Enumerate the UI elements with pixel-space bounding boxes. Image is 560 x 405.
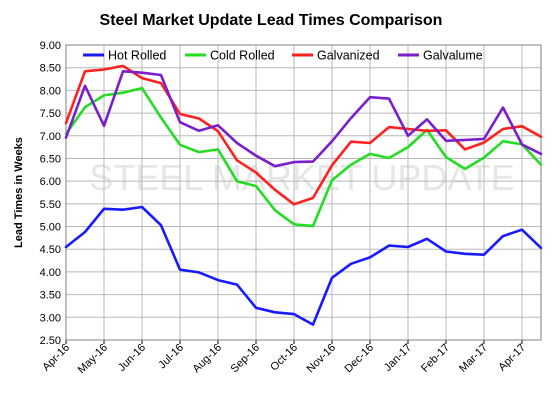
legend-label: Cold Rolled (210, 49, 275, 63)
y-tick-label: 8.00 (40, 85, 61, 97)
legend-label: Galvanized (317, 49, 380, 63)
y-tick-label: 9.00 (40, 40, 61, 52)
series-line-cold-rolled (64, 86, 543, 228)
plot-area: STEEL MARKET UPDATE 9.00 8.50 8.00 7.50 7.00 6… (13, 40, 543, 376)
y-axis-label: Lead Times in Weeks (13, 137, 25, 248)
x-tick-label: Jul-16 (156, 342, 186, 372)
y-tick-label: 4.00 (40, 267, 61, 279)
legend-label: Galvalume (423, 49, 483, 63)
chart-title: Steel Market Update Lead Times Compariso… (100, 12, 443, 29)
y-tick-label: 6.00 (40, 176, 61, 188)
y-tick-label: 4.50 (40, 244, 61, 256)
x-tick-label: Apr-17 (496, 342, 528, 374)
y-tick-label: 8.50 (40, 63, 61, 75)
y-tick-label: 3.50 (40, 290, 61, 302)
x-tick-label: Oct-16 (268, 342, 300, 374)
series-line-galvanized (64, 64, 543, 206)
x-tick-label: Jun-16 (116, 342, 148, 374)
watermark-text: STEEL MARKET UPDATE (89, 157, 514, 198)
y-tick-label: 6.50 (40, 153, 61, 165)
y-tick-label: 3.00 (40, 312, 61, 324)
x-tick-label: Mar-17 (457, 342, 490, 375)
x-tick-label: Feb-17 (419, 342, 452, 375)
y-tick-label: 7.50 (40, 108, 61, 120)
x-tick-label: Aug-16 (191, 342, 225, 376)
y-tick-label: 7.00 (40, 131, 61, 143)
legend-label: Hot Rolled (108, 49, 166, 63)
x-tick-label: Nov-16 (305, 342, 339, 376)
y-tick-label: 5.00 (40, 222, 61, 234)
plot-border (65, 44, 542, 341)
x-tick-label: May-16 (76, 342, 110, 376)
series-line-hot-rolled (64, 205, 543, 326)
x-tick-label: Sep-16 (229, 342, 263, 376)
x-tick-label: Dec-16 (343, 342, 377, 376)
series-line-galvalume (64, 70, 543, 168)
y-tick-label: 5.50 (40, 199, 61, 211)
x-tick-label: Jan-17 (382, 342, 414, 374)
y-tick-label: 2.50 (40, 335, 61, 347)
